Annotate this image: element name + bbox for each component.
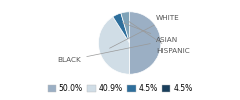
Wedge shape	[121, 12, 130, 43]
Legend: 50.0%, 40.9%, 4.5%, 4.5%: 50.0%, 40.9%, 4.5%, 4.5%	[45, 81, 195, 96]
Text: HISPANIC: HISPANIC	[129, 21, 190, 54]
Wedge shape	[98, 17, 130, 74]
Wedge shape	[113, 13, 130, 43]
Text: WHITE: WHITE	[110, 15, 180, 48]
Wedge shape	[130, 12, 161, 74]
Text: ASIAN: ASIAN	[123, 23, 178, 43]
Text: BLACK: BLACK	[58, 44, 150, 63]
